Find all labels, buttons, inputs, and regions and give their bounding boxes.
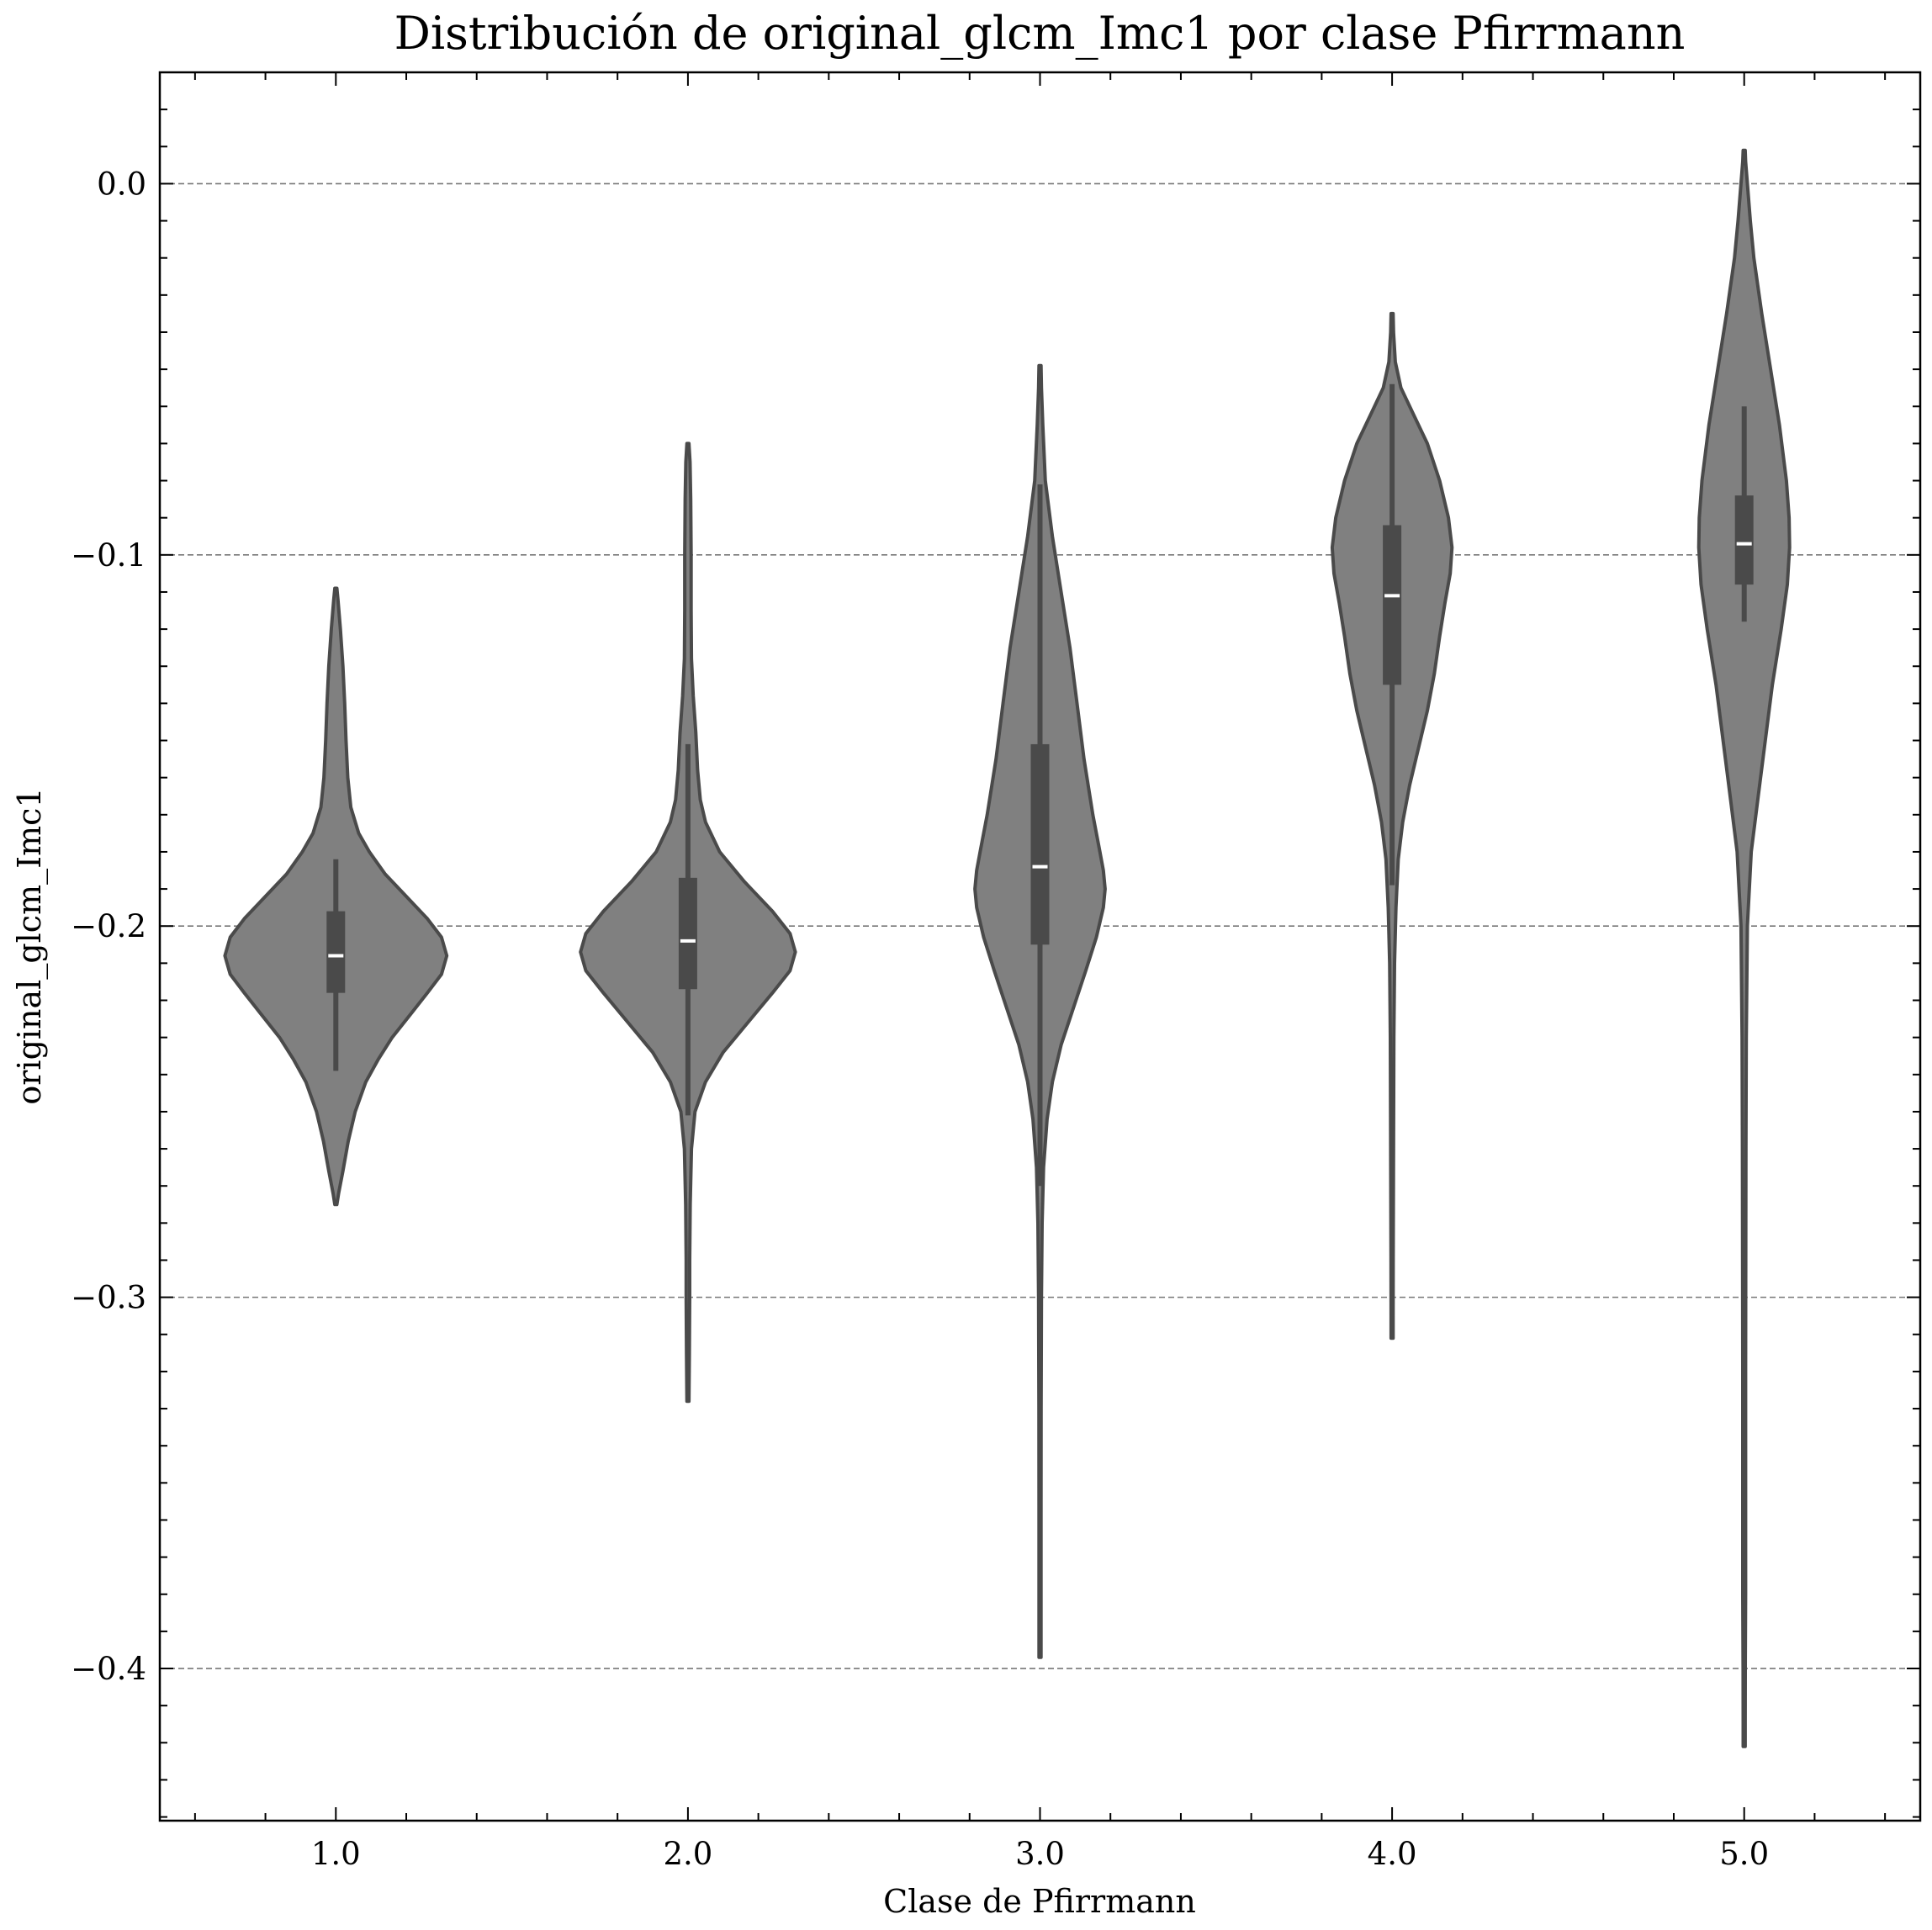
iqr-box: [1734, 495, 1754, 585]
y-axis-label: original_glcm_Imc1: [11, 787, 49, 1104]
x-axis-label: Clase de Pfirrmann: [883, 1883, 1196, 1920]
x-tick-label: 2.0: [663, 1836, 712, 1872]
axis-ticks: 0.0 −0.1 −0.2 −0.3 −0.4 1.0 2.0 3.0 4.0 5.0: [71, 71, 1920, 1872]
x-tick-label: 5.0: [1719, 1836, 1769, 1872]
iqr-box: [1383, 525, 1402, 685]
iqr-box: [326, 911, 346, 993]
violins: [223, 148, 1792, 1748]
x-tick-label: 4.0: [1368, 1836, 1417, 1872]
y-tick-label: −0.4: [71, 1651, 146, 1687]
chart-title: Distribución de original_glcm_Imc1 por c…: [394, 7, 1686, 60]
x-tick-label: 3.0: [1015, 1836, 1065, 1872]
y-tick-label: −0.1: [71, 537, 146, 574]
x-tick-label: 1.0: [311, 1836, 361, 1872]
y-tick-label: −0.3: [71, 1280, 146, 1316]
iqr-box: [1030, 743, 1050, 945]
violin-body: [1696, 148, 1792, 1748]
y-tick-label: −0.2: [71, 908, 146, 944]
y-tick-label: 0.0: [97, 166, 146, 202]
iqr-box: [678, 877, 697, 990]
